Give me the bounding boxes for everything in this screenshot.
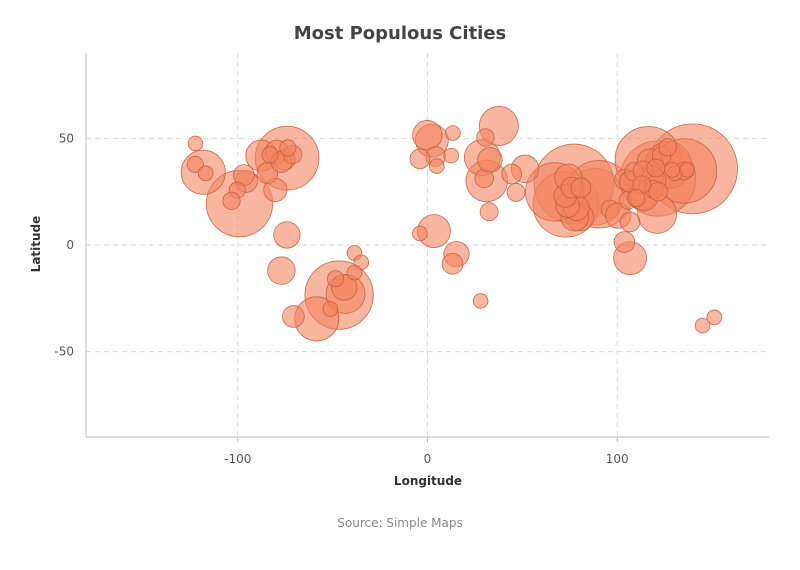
city-bubble[interactable] xyxy=(664,162,681,178)
city-bubble[interactable] xyxy=(658,138,677,157)
city-bubble[interactable] xyxy=(479,202,499,222)
city-bubble[interactable] xyxy=(443,147,460,164)
city-bubble[interactable] xyxy=(267,256,296,285)
city-bubble[interactable] xyxy=(648,181,668,202)
city-bubble[interactable] xyxy=(326,270,344,288)
tick-labels: -100 0 100 -50 0 50 xyxy=(54,131,628,466)
city-bubble[interactable] xyxy=(428,158,445,174)
x-tick-label: 0 xyxy=(424,452,432,466)
y-axis-label: Latitude xyxy=(29,216,43,273)
city-bubble[interactable] xyxy=(186,155,204,173)
y-tick-label: 50 xyxy=(59,131,74,145)
city-bubble[interactable] xyxy=(261,146,279,164)
x-axis-label: Longitude xyxy=(394,474,462,488)
city-bubble[interactable] xyxy=(501,163,523,185)
y-tick-label: 0 xyxy=(66,238,74,252)
city-bubble[interactable] xyxy=(476,128,495,147)
city-bubble[interactable] xyxy=(322,301,339,317)
city-bubble[interactable] xyxy=(477,147,503,173)
city-bubble[interactable] xyxy=(472,293,489,309)
city-bubble[interactable] xyxy=(506,182,526,202)
x-tick-label: -100 xyxy=(224,452,251,466)
y-tick-label: -50 xyxy=(54,345,74,359)
axes xyxy=(85,53,769,442)
city-bubble[interactable] xyxy=(273,221,301,249)
city-bubble[interactable] xyxy=(222,191,241,210)
city-bubble[interactable] xyxy=(412,120,443,151)
city-bubble[interactable] xyxy=(706,309,723,326)
city-bubble[interactable] xyxy=(445,125,461,141)
x-tick-label: 100 xyxy=(606,452,629,466)
bubble-series xyxy=(180,106,738,342)
city-bubble[interactable] xyxy=(619,211,641,233)
chart-title: Most Populous Cities xyxy=(294,23,507,44)
city-bubble[interactable] xyxy=(197,165,214,182)
city-bubble[interactable] xyxy=(679,162,696,178)
city-bubble[interactable] xyxy=(627,188,646,208)
city-bubble[interactable] xyxy=(694,317,711,334)
city-bubble[interactable] xyxy=(187,135,204,152)
city-bubble[interactable] xyxy=(346,264,363,281)
city-bubble[interactable] xyxy=(613,231,636,253)
city-bubble[interactable] xyxy=(279,139,297,157)
city-bubble[interactable] xyxy=(646,158,666,178)
city-bubble[interactable] xyxy=(570,177,592,199)
chart-source: Source: Simple Maps xyxy=(337,516,462,530)
city-bubble[interactable] xyxy=(409,148,431,170)
city-bubble[interactable] xyxy=(282,305,305,328)
city-bubble[interactable] xyxy=(412,225,428,242)
city-bubble[interactable] xyxy=(441,252,464,275)
